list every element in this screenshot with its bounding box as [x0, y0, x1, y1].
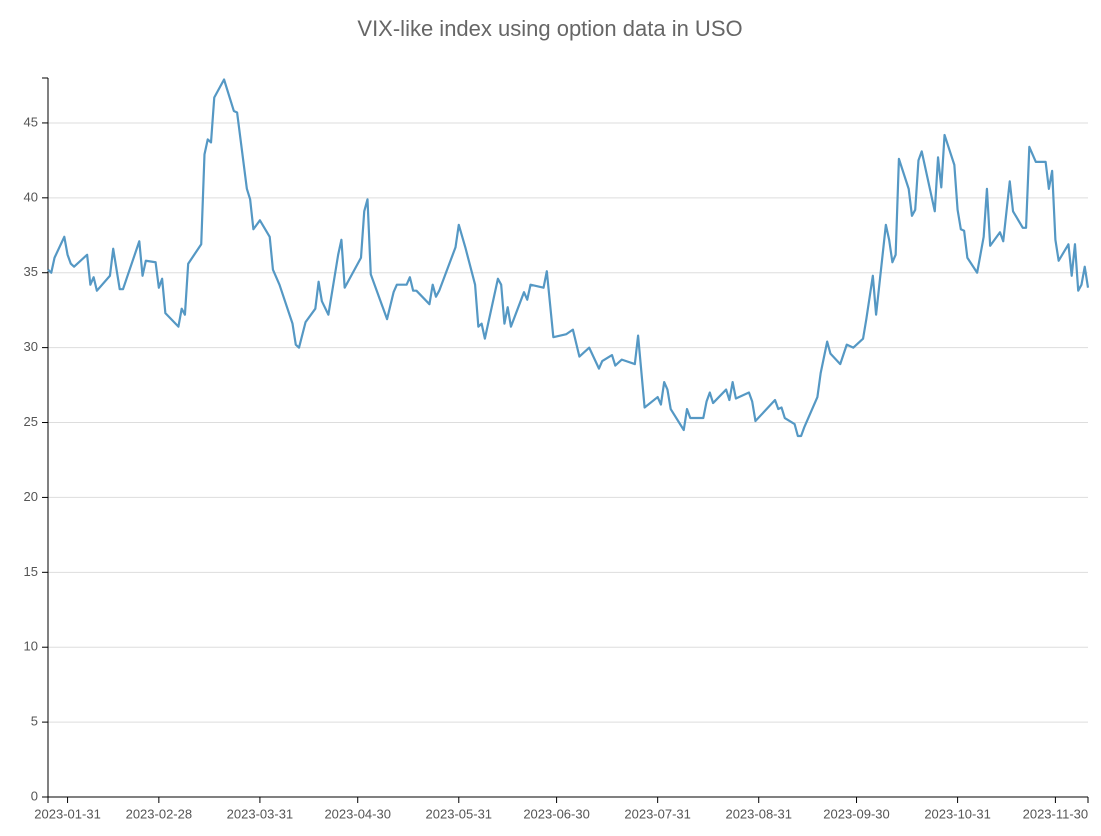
y-tick-label: 20: [24, 489, 38, 504]
x-tick-label: 2023-01-31: [34, 806, 101, 821]
y-tick-label: 10: [24, 639, 38, 654]
x-tick-label: 2023-09-30: [823, 806, 890, 821]
chart-title: VIX-like index using option data in USO: [357, 16, 742, 41]
y-tick-label: 25: [24, 414, 38, 429]
x-tick-label: 2023-11-30: [1023, 806, 1089, 821]
x-tick-label: 2023-04-30: [324, 806, 391, 821]
x-tick-label: 2023-02-28: [126, 806, 193, 821]
x-tick-label: 2023-03-31: [227, 806, 294, 821]
y-tick-label: 35: [24, 264, 38, 279]
y-tick-label: 40: [24, 189, 38, 204]
y-tick-label: 30: [24, 339, 38, 354]
y-tick-label: 5: [31, 714, 38, 729]
x-tick-label: 2023-06-30: [523, 806, 590, 821]
y-tick-label: 0: [31, 788, 38, 803]
x-tick-label: 2023-05-31: [426, 806, 493, 821]
y-tick-label: 15: [24, 564, 38, 579]
x-tick-label: 2023-08-31: [725, 806, 792, 821]
y-tick-label: 45: [24, 114, 38, 129]
x-tick-label: 2023-07-31: [624, 806, 691, 821]
x-tick-label: 2023-10-31: [924, 806, 991, 821]
data-line: [47, 78, 1090, 438]
